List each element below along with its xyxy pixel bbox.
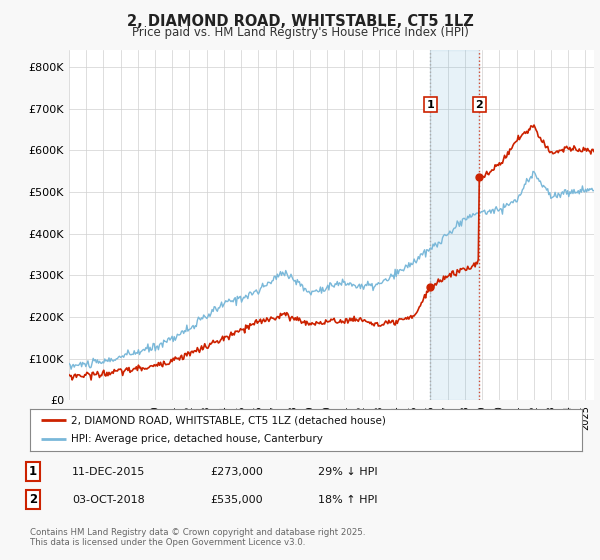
Text: £273,000: £273,000 bbox=[210, 466, 263, 477]
Text: 11-DEC-2015: 11-DEC-2015 bbox=[72, 466, 145, 477]
Text: 2, DIAMOND ROAD, WHITSTABLE, CT5 1LZ: 2, DIAMOND ROAD, WHITSTABLE, CT5 1LZ bbox=[127, 14, 473, 29]
Text: 2, DIAMOND ROAD, WHITSTABLE, CT5 1LZ (detached house): 2, DIAMOND ROAD, WHITSTABLE, CT5 1LZ (de… bbox=[71, 415, 386, 425]
Text: 03-OCT-2018: 03-OCT-2018 bbox=[72, 494, 145, 505]
Text: 2: 2 bbox=[29, 493, 37, 506]
Text: Contains HM Land Registry data © Crown copyright and database right 2025.
This d: Contains HM Land Registry data © Crown c… bbox=[30, 528, 365, 548]
Text: 1: 1 bbox=[427, 100, 434, 110]
Text: 1: 1 bbox=[29, 465, 37, 478]
Text: 29% ↓ HPI: 29% ↓ HPI bbox=[318, 466, 377, 477]
Text: HPI: Average price, detached house, Canterbury: HPI: Average price, detached house, Cant… bbox=[71, 435, 323, 445]
Bar bbox=[430, 50, 479, 400]
Text: £535,000: £535,000 bbox=[210, 494, 263, 505]
Text: Price paid vs. HM Land Registry's House Price Index (HPI): Price paid vs. HM Land Registry's House … bbox=[131, 26, 469, 39]
Text: 18% ↑ HPI: 18% ↑ HPI bbox=[318, 494, 377, 505]
Text: 2: 2 bbox=[475, 100, 483, 110]
